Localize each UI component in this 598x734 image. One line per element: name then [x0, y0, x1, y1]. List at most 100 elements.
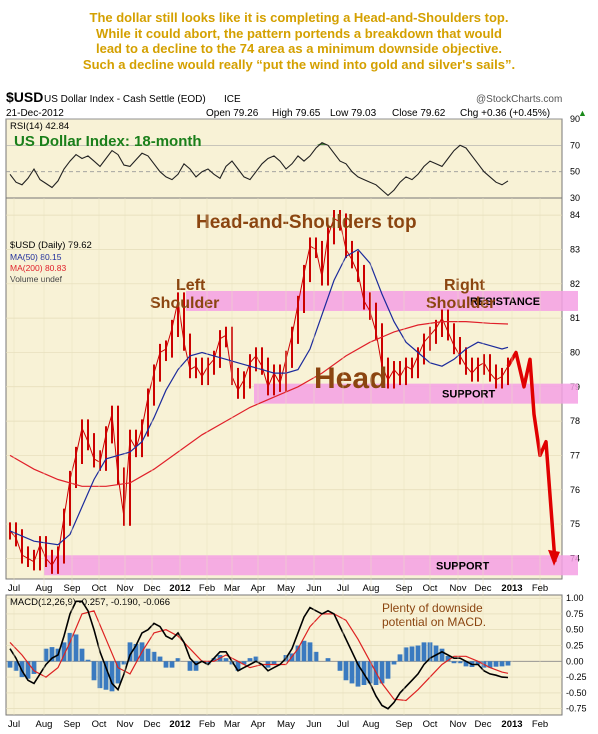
chart-title: US Dollar Index: 18-month	[14, 133, 202, 150]
price-tick-label: 77	[570, 450, 580, 460]
price-zone	[254, 383, 578, 404]
price-x-tick-label: Jul	[8, 583, 20, 594]
price-zone	[44, 555, 578, 576]
macd-histogram-bar	[43, 648, 49, 662]
price-x-tick-label: 2013	[501, 583, 522, 594]
right-label: Right	[444, 277, 486, 294]
macd-histogram-bar	[121, 661, 127, 665]
macd-x-tick-label: Sep	[64, 719, 81, 730]
macd-histogram-bar	[247, 658, 253, 662]
macd-histogram-bar	[205, 661, 211, 665]
macd-histogram-bar	[49, 647, 55, 662]
price-x-tick-label: 2012	[169, 583, 190, 594]
rsi-tick-label: 50	[570, 167, 580, 177]
macd-histogram-bar	[133, 643, 139, 662]
macd-histogram-bar	[109, 661, 115, 692]
support-label: SUPPORT	[442, 389, 495, 401]
headline-line: While it could abort, the pattern porten…	[96, 25, 502, 41]
rsi-panel	[5, 118, 563, 199]
macd-histogram-bar	[115, 661, 121, 684]
macd-histogram-bar	[127, 642, 133, 662]
macd-histogram-bar	[397, 654, 403, 662]
price-legend: $USD (Daily) 79.62	[10, 240, 92, 251]
macd-histogram-bar	[97, 661, 103, 689]
price-tick-label: 82	[570, 279, 580, 289]
macd-histogram-bar	[343, 661, 349, 681]
macd-note-line: Plenty of downside	[382, 601, 483, 615]
macd-histogram-bar	[145, 648, 151, 662]
price-x-tick-label: Mar	[224, 583, 240, 594]
macd-histogram-bar	[25, 661, 31, 679]
macd-histogram-bar	[445, 655, 451, 662]
volume-legend: Volume undef	[10, 274, 63, 284]
price-tick-label: 81	[570, 313, 580, 323]
macd-histogram-bar	[379, 661, 385, 684]
change-arrow-icon: ▲	[578, 108, 587, 118]
macd-histogram-bar	[463, 661, 469, 667]
rsi-tick-label: 30	[570, 193, 580, 203]
headline-line: lead to a decline to the 74 area as a mi…	[95, 41, 502, 56]
macd-histogram-bar	[439, 648, 445, 662]
macd-histogram-bar	[295, 645, 301, 662]
macd-histogram-bar	[151, 651, 157, 662]
macd-histogram-bar	[163, 661, 169, 668]
price-tick-label: 84	[570, 210, 580, 220]
price-x-tick-label: Sep	[396, 583, 413, 594]
rsi-line	[9, 142, 509, 197]
macd-histogram-bar	[187, 661, 193, 671]
price-x-tick-label: Aug	[36, 583, 53, 594]
macd-histogram-bar	[73, 634, 79, 662]
macd-histogram-bar	[421, 642, 427, 662]
price-x-tick-label: Apr	[251, 583, 266, 594]
macd-x-tick-label: Jul	[337, 719, 349, 730]
macd-x-tick-label: Dec	[475, 719, 492, 730]
macd-histogram-bar	[301, 640, 307, 662]
price-x-tick-label: Nov	[117, 583, 134, 594]
headline-line: The dollar still looks like it is comple…	[89, 10, 509, 25]
macd-histogram-bar	[13, 661, 19, 671]
macd-histogram-bar	[313, 651, 319, 662]
macd-histogram-bar	[325, 658, 331, 662]
macd-histogram-bar	[355, 661, 361, 687]
macd-x-tick-label: Dec	[144, 719, 161, 730]
macd-x-tick-label: Oct	[92, 719, 107, 730]
price-x-tick-label: Dec	[475, 583, 492, 594]
exchange-label: ICE	[224, 94, 241, 105]
macd-histogram-bar	[493, 661, 499, 667]
macd-histogram-bar	[241, 661, 247, 665]
projection-arrow-line	[506, 350, 557, 562]
price-x-tick-label: Sep	[64, 583, 81, 594]
projection-arrow-head	[548, 549, 560, 566]
shoulder-label: Shoulder	[426, 295, 495, 312]
stock-chart: $USD US Dollar Index - Cash Settle (EOD)…	[5, 89, 587, 730]
price-tick-label: 83	[570, 244, 580, 254]
macd-histogram-bar	[193, 661, 199, 671]
macd-histogram-bar	[409, 646, 415, 662]
rsi-label: RSI(14) 42.84	[10, 121, 69, 132]
macd-note-line: potential on MACD.	[382, 615, 486, 629]
macd-label: MACD(12,26,9) -0.257, -0.190, -0.066	[10, 597, 170, 608]
macd-tick-label: -0.25	[566, 672, 587, 682]
macd-x-tick-label: Jul	[8, 719, 20, 730]
price-zone	[186, 290, 578, 311]
price-x-tick-label: May	[277, 583, 295, 594]
macd-histogram-bar	[235, 661, 241, 671]
macd-x-tick-label: Nov	[450, 719, 467, 730]
macd-histogram-bar	[7, 661, 13, 668]
macd-histogram-bar	[451, 661, 457, 664]
macd-histogram-bar	[67, 632, 73, 662]
price-x-tick-label: Dec	[144, 583, 161, 594]
change-value: Chg +0.36 (+0.45%)	[460, 108, 550, 119]
price-tick-label: 75	[570, 519, 580, 529]
macd-tick-label: 0.75	[566, 609, 584, 619]
macd-histogram-bar	[415, 645, 421, 662]
resistance-label: RESISTANCE	[470, 296, 540, 308]
macd-histogram-bar	[31, 661, 37, 674]
macd-histogram-bar	[211, 658, 217, 662]
macd-histogram-bar	[61, 642, 67, 662]
support-label: SUPPORT	[436, 560, 489, 572]
macd-histogram-bar	[91, 661, 97, 681]
price-x-tick-label: Oct	[423, 583, 438, 594]
macd-x-tick-label: Aug	[36, 719, 53, 730]
macd-histogram-bar	[157, 656, 163, 662]
